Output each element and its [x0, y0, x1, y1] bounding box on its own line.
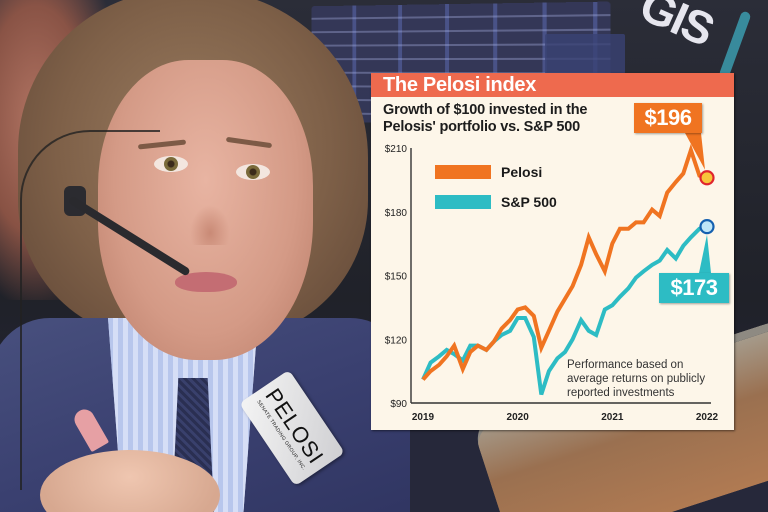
callout-sp500-value: $173	[659, 273, 729, 303]
callout-pelosi-value: $196	[634, 103, 702, 133]
left-eye	[154, 156, 188, 172]
person-nose	[190, 205, 230, 245]
chart-note-line-3: reported investments	[567, 387, 675, 399]
y-tick-labels: $90 $120 $150 $180 $210	[385, 144, 408, 410]
person-lips	[175, 272, 237, 292]
stock-ticker-board-secondary	[545, 34, 625, 74]
chart-subtitle: Growth of $100 invested in the Pelosis' …	[383, 102, 588, 135]
legend-swatch-sp500	[435, 195, 491, 209]
legend-label-pelosi: Pelosi	[501, 164, 542, 180]
x-tick-label: 2020	[507, 412, 530, 423]
y-tick-label: $180	[385, 208, 408, 219]
y-tick-label: $120	[385, 335, 408, 346]
background-light-streak	[718, 10, 752, 80]
y-tick-label: $210	[385, 144, 408, 155]
x-tick-label: 2019	[412, 412, 435, 423]
background-sign-text: GIS	[632, 0, 721, 56]
chart-note-line-2: average returns on publicly	[567, 373, 705, 385]
series-line-sp500	[421, 224, 708, 396]
right-eye	[236, 164, 270, 180]
card-title: The Pelosi index	[371, 73, 734, 97]
callout-pointer-sp500	[699, 234, 711, 273]
y-tick-label: $150	[385, 272, 408, 283]
legend-label-sp500: S&P 500	[501, 194, 557, 210]
x-tick-label: 2021	[601, 412, 624, 423]
y-tick-label: $90	[390, 399, 407, 410]
headset-wire	[20, 130, 160, 490]
series-line-pelosi	[421, 143, 708, 381]
line-chart: $90 $120 $150 $180 $210 2019 2020 2021 2022 Pel…	[385, 133, 719, 423]
endpoint-marker-pelosi	[699, 170, 715, 186]
infographic-card: The Pelosi index Growth of $100 invested…	[371, 73, 734, 430]
x-tick-labels: 2019 2020 2021 2022	[412, 412, 719, 423]
legend-swatch-pelosi	[435, 165, 491, 179]
callout-pointer-pelosi	[685, 133, 705, 170]
right-eyebrow	[225, 136, 273, 149]
endpoint-marker-sp500	[699, 219, 715, 235]
x-tick-label: 2022	[696, 412, 719, 423]
chart-note-line-1: Performance based on	[567, 359, 683, 371]
